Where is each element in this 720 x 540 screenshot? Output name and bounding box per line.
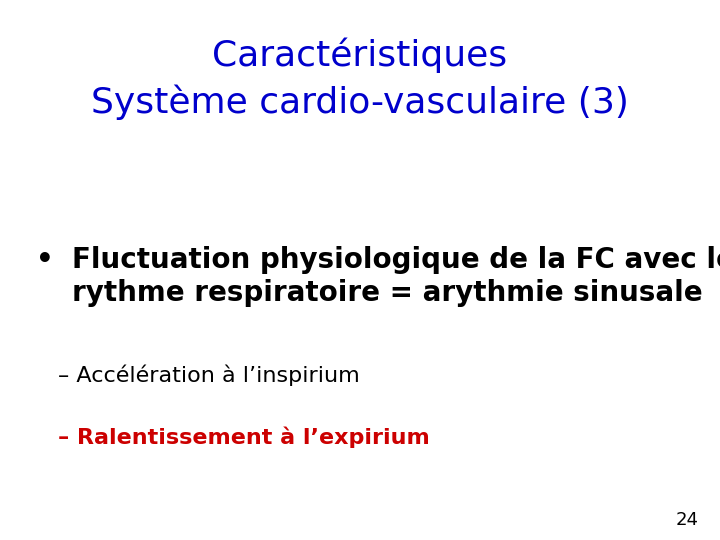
- Text: 24: 24: [675, 511, 698, 529]
- Text: – Ralentissement à l’expirium: – Ralentissement à l’expirium: [58, 427, 429, 448]
- Text: Caractéristiques
Système cardio-vasculaire (3): Caractéristiques Système cardio-vasculai…: [91, 38, 629, 120]
- Text: – Accélération à l’inspirium: – Accélération à l’inspirium: [58, 364, 359, 386]
- Text: Fluctuation physiologique de la FC avec le
rythme respiratoire = arythmie sinusa: Fluctuation physiologique de la FC avec …: [72, 246, 720, 307]
- Text: •: •: [36, 246, 54, 274]
